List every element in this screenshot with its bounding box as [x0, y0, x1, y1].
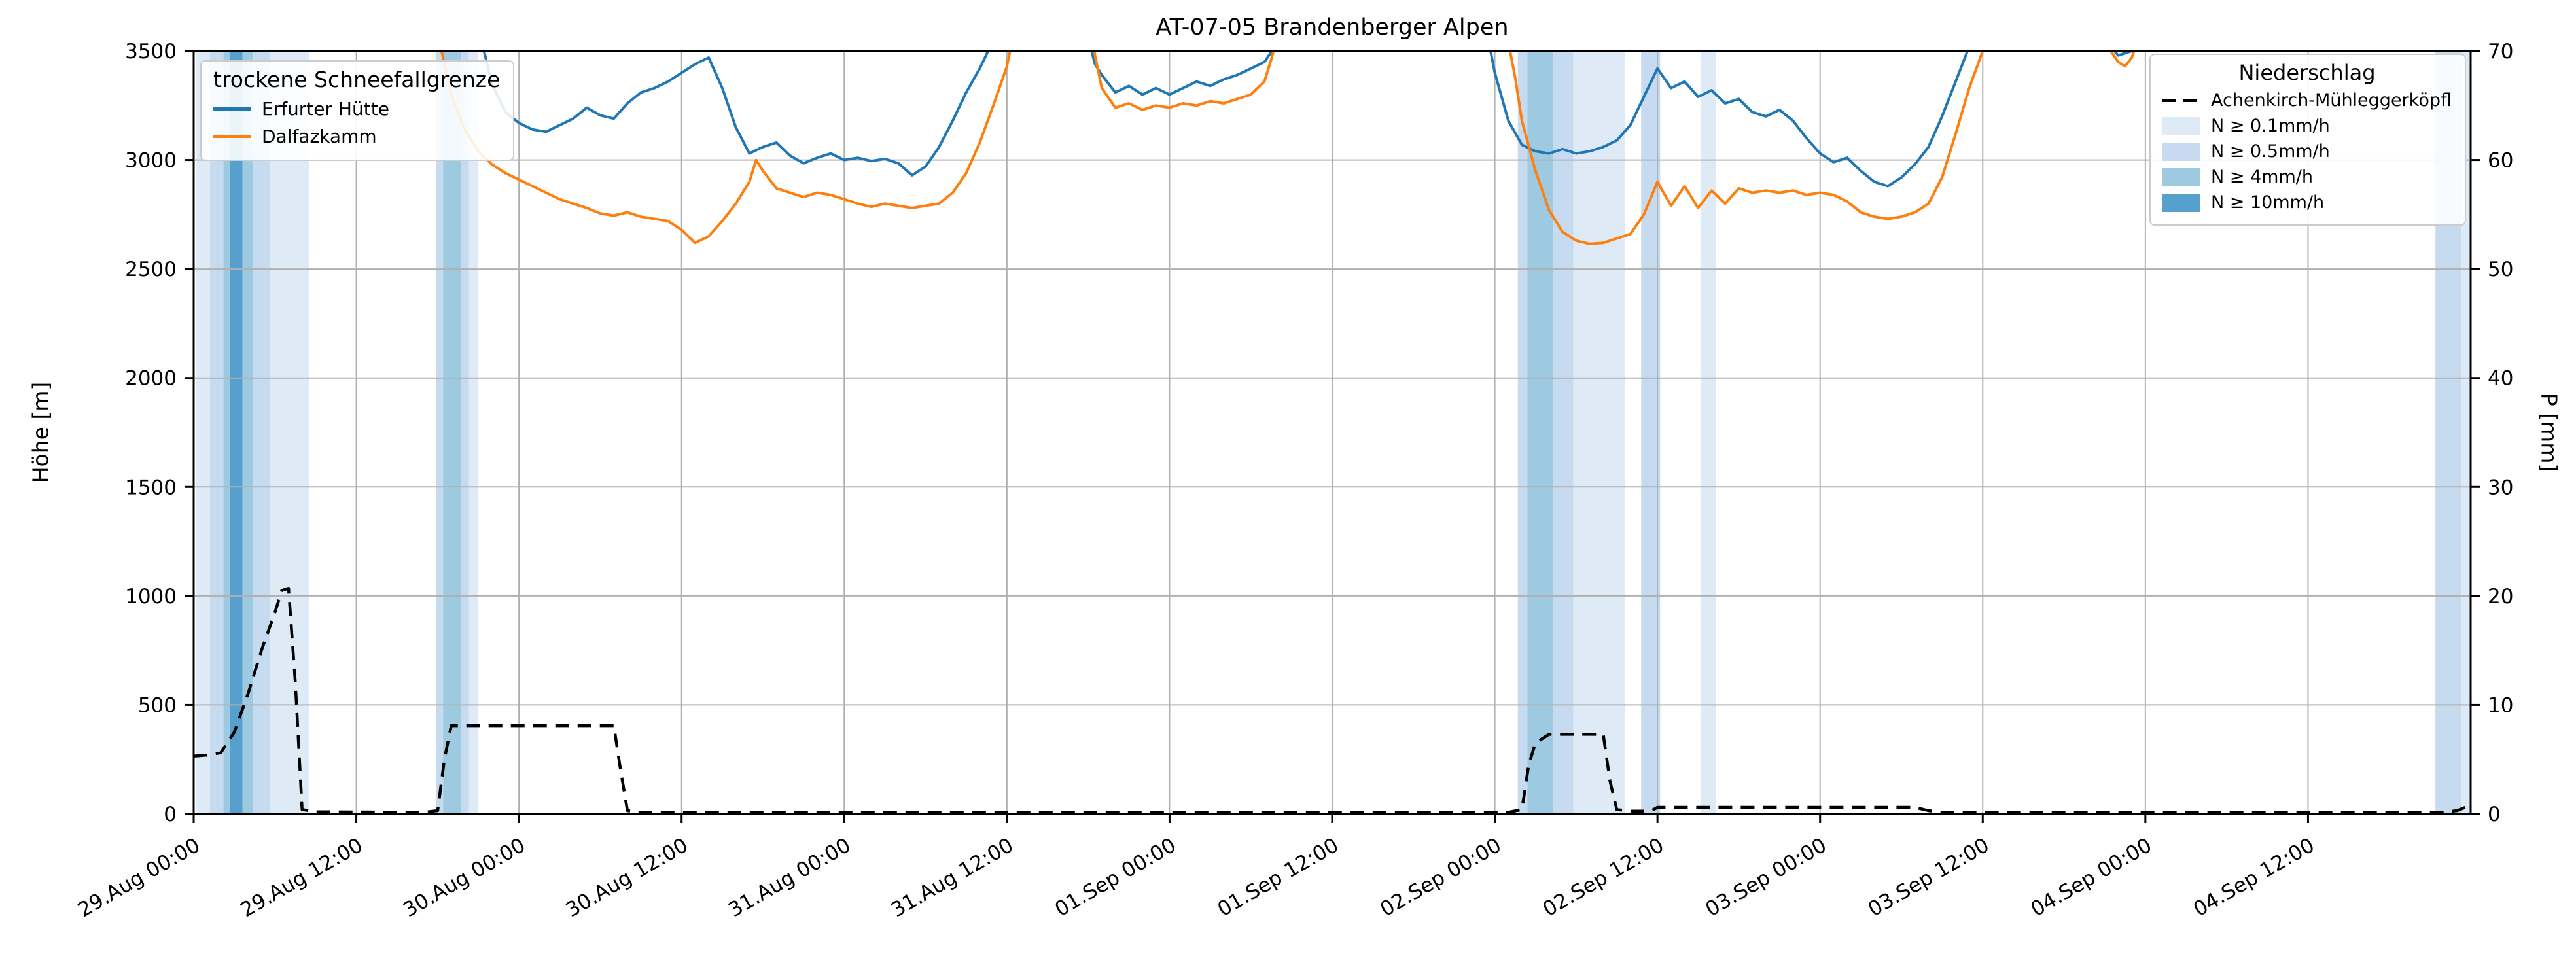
x-tick-label: 02.Sep 00:00 — [1376, 834, 1505, 922]
y-axis-label-hoehe: Höhe [m] — [27, 381, 54, 484]
legend-swatch-n01-icon — [2162, 116, 2201, 135]
legend-schneefallgrenze-items: Erfurter Hütte Dalfazkamm — [213, 98, 500, 147]
y-right-tick-label: 40 — [2488, 367, 2513, 391]
precip-band — [209, 51, 224, 814]
x-tick-label: 29.Aug 12:00 — [237, 834, 367, 923]
x-tick-label: 30.Aug 12:00 — [562, 834, 692, 923]
legend-niederschlag: Niederschlag Achenkirch-Mühleggerköpfl N … — [2149, 54, 2466, 226]
legend-entry: Erfurter Hütte — [213, 98, 500, 120]
x-tick-label: 04.Sep 00:00 — [2027, 834, 2156, 922]
y-left-tick-label: 2500 — [125, 258, 177, 281]
precip-band — [1517, 51, 1528, 814]
y-left-tick-label: 1500 — [125, 476, 177, 499]
chart-title: AT-07-05 Brandenberger Alpen — [1156, 14, 1509, 41]
legend-line-sample-icon — [2162, 99, 2201, 102]
legend-schneefallgrenze: trockene Schneefallgrenze Erfurter Hütte… — [200, 60, 515, 161]
precip-band — [436, 51, 444, 814]
series-line-dalfazkamm — [440, 51, 2136, 245]
legend-entry-label: N ≥ 4mm/h — [2211, 167, 2313, 187]
legend-entry-label: N ≥ 0.1mm/h — [2211, 116, 2330, 136]
y-left-tick-label: 2000 — [125, 367, 177, 391]
precipitation-bands — [196, 51, 2471, 814]
legend-entry-label: Erfurter Hütte — [262, 98, 389, 120]
x-tick-label: 03.Sep 12:00 — [1864, 834, 1993, 922]
x-tick-label: 30.Aug 00:00 — [399, 834, 529, 923]
legend-niederschlag-title: Niederschlag — [2238, 60, 2376, 85]
y-right-tick-label: 0 — [2488, 803, 2501, 826]
precip-band — [468, 51, 478, 814]
precip-band — [223, 51, 230, 814]
y-right-tick-label: 60 — [2488, 149, 2513, 173]
y-left-tick-label: 1000 — [125, 585, 177, 608]
y-right-tick-label: 30 — [2488, 476, 2513, 499]
legend-entry: Achenkirch-Mühleggerköpfl — [2162, 90, 2452, 111]
y-left-tick-label: 500 — [138, 694, 177, 717]
precip-band — [230, 51, 243, 814]
y-left-tick-label: 3000 — [125, 149, 177, 173]
y-axis-label-p: P [mm] — [2536, 393, 2562, 472]
legend-entry-label: N ≥ 0.5mm/h — [2211, 141, 2330, 162]
precip-band — [2461, 51, 2471, 814]
precip-band — [1701, 51, 1716, 814]
x-tick-label: 04.Sep 12:00 — [2189, 834, 2318, 922]
y-right-tick-label: 10 — [2488, 694, 2513, 717]
precip-band — [270, 51, 309, 814]
y-right-tick-label: 20 — [2488, 585, 2513, 608]
precip-band — [1527, 51, 1553, 814]
gridlines — [193, 50, 2471, 815]
legend-entry: N ≥ 10mm/h — [2162, 192, 2452, 213]
precip-band — [461, 51, 469, 814]
legend-entry: N ≥ 4mm/h — [2162, 167, 2452, 187]
x-tick-label: 31.Aug 12:00 — [887, 834, 1017, 923]
x-tick-label: 01.Sep 00:00 — [1051, 834, 1180, 922]
legend-entry: Dalfazkamm — [213, 126, 500, 147]
legend-entry-label: N ≥ 10mm/h — [2211, 192, 2325, 213]
legend-line-sample-icon — [213, 107, 251, 111]
legend-entry-label: Dalfazkamm — [262, 126, 377, 147]
series-line-erfurter-huette — [482, 51, 2134, 188]
legend-niederschlag-items: Achenkirch-Mühleggerköpfl N ≥ 0.1mm/h N ≥ … — [2162, 90, 2452, 213]
precip-band — [242, 51, 254, 814]
x-tick-label: 02.Sep 12:00 — [1539, 834, 1668, 922]
legend-entry: N ≥ 0.1mm/h — [2162, 116, 2452, 136]
x-tick-label: 01.Sep 12:00 — [1214, 834, 1343, 922]
x-tick-label: 29.Aug 00:00 — [74, 834, 204, 923]
y-left-tick-label: 3500 — [125, 40, 177, 63]
x-tick-label: 03.Sep 00:00 — [1702, 834, 1831, 922]
legend-swatch-n4-icon — [2162, 167, 2201, 186]
legend-line-sample-icon — [213, 135, 251, 138]
y-right-tick-label: 50 — [2488, 258, 2513, 281]
legend-swatch-n05-icon — [2162, 142, 2201, 161]
precip-band — [1553, 51, 1574, 814]
legend-swatch-n10-icon — [2162, 193, 2201, 212]
x-tick-label: 31.Aug 00:00 — [724, 834, 855, 923]
legend-entry: N ≥ 0.5mm/h — [2162, 141, 2452, 162]
series-line-achenkirch-muehleggerkoepfl — [194, 586, 2471, 814]
legend-entry-label: Achenkirch-Mühleggerköpfl — [2211, 90, 2452, 111]
tick-marks — [185, 50, 2480, 823]
y-left-tick-label: 0 — [164, 803, 177, 826]
y-right-tick-label: 70 — [2488, 40, 2513, 63]
precip-band — [253, 51, 270, 814]
precip-band — [443, 51, 461, 814]
precip-band — [1573, 51, 1625, 814]
precip-band — [196, 51, 210, 814]
legend-schneefallgrenze-title: trockene Schneefallgrenze — [213, 67, 501, 92]
